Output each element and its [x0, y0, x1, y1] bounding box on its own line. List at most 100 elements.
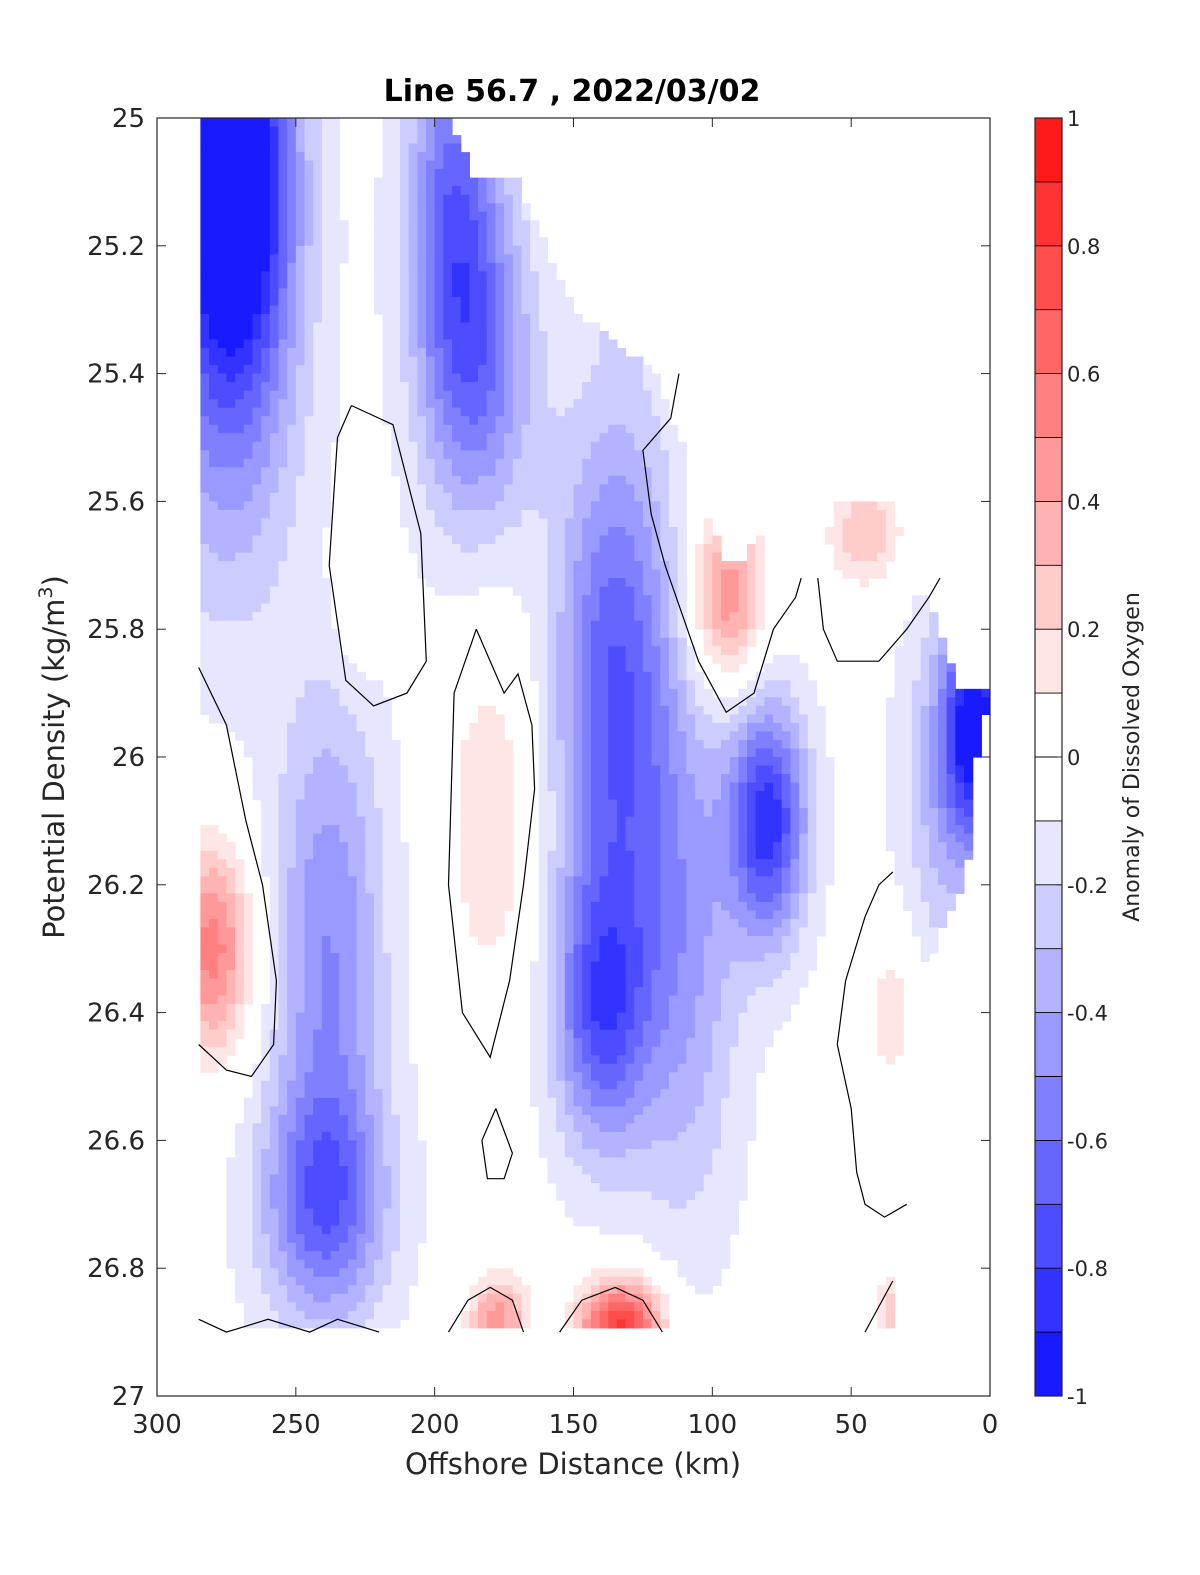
field-cell [217, 910, 228, 920]
field-cell [486, 484, 497, 494]
field-cell [937, 850, 948, 860]
field-cell [486, 262, 497, 272]
field-cell [304, 441, 314, 451]
field-cell [582, 901, 592, 911]
field-cell [807, 825, 818, 835]
field-cell [261, 867, 271, 877]
field-cell [521, 578, 531, 588]
field-cell [278, 842, 288, 852]
field-cell [304, 262, 314, 272]
field-cell [460, 739, 470, 750]
field-cell [530, 646, 540, 656]
field-cell [642, 705, 653, 715]
field-cell [495, 194, 505, 204]
field-cell [209, 501, 219, 511]
field-cell [642, 739, 653, 750]
field-cell [590, 526, 601, 537]
field-cell [703, 876, 713, 886]
field-cell [313, 501, 323, 511]
field-cell [694, 884, 705, 894]
field-cell [313, 237, 323, 247]
field-cell [235, 944, 245, 954]
field-cell [209, 135, 219, 145]
field-cell [235, 407, 245, 417]
field-cell [269, 561, 280, 571]
field-cell [799, 739, 809, 750]
field-cell [929, 910, 939, 920]
field-cell [391, 739, 401, 750]
field-cell [712, 705, 722, 715]
field-cell [269, 774, 280, 784]
field-cell [347, 859, 358, 869]
field-cell [452, 569, 462, 579]
field-cell [521, 569, 531, 579]
field-cell [382, 893, 392, 903]
field-cell [200, 595, 210, 605]
field-cell [547, 748, 557, 758]
field-cell [373, 850, 384, 860]
field-cell [295, 382, 306, 392]
field-cell [703, 884, 713, 894]
field-cell [287, 518, 297, 528]
field-cell [252, 526, 262, 537]
field-cell [642, 867, 653, 877]
field-cell [321, 373, 332, 383]
field-cell [530, 586, 540, 596]
field-cell [651, 782, 661, 792]
field-cell [478, 927, 488, 937]
field-cell [261, 671, 271, 681]
field-cell [321, 441, 332, 451]
field-cell [556, 348, 566, 358]
field-cell [894, 739, 904, 750]
field-cell [330, 910, 340, 920]
field-cell [686, 816, 696, 826]
field-cell [651, 867, 661, 877]
field-cell [790, 774, 800, 784]
field-cell [911, 927, 922, 937]
field-cell [478, 186, 488, 196]
field-cell [391, 884, 401, 894]
field-cell [269, 765, 280, 775]
field-cell [564, 390, 575, 400]
field-cell [859, 518, 870, 528]
field-cell [911, 697, 922, 707]
field-cell [486, 816, 497, 826]
field-cell [382, 808, 392, 818]
field-cell [538, 416, 549, 426]
field-cell [373, 867, 384, 877]
field-cell [738, 561, 748, 571]
field-cell [608, 441, 618, 451]
field-cell [642, 365, 653, 375]
field-cell [321, 620, 332, 630]
field-cell [217, 313, 228, 324]
field-cell [642, 544, 653, 554]
field-cell [304, 433, 314, 443]
field-cell [694, 552, 705, 562]
field-cell [504, 348, 514, 358]
field-cell [417, 211, 427, 221]
field-cell [773, 927, 783, 937]
field-cell [642, 637, 653, 647]
field-cell [391, 910, 401, 920]
field-cell [625, 705, 635, 715]
field-cell [885, 544, 896, 554]
field-cell [651, 918, 661, 928]
field-cell [538, 475, 549, 485]
field-cell [660, 680, 670, 690]
field-cell [564, 492, 575, 502]
field-cell [278, 245, 288, 255]
field-cell [278, 279, 288, 289]
field-cell [452, 262, 462, 272]
field-cell [573, 390, 583, 400]
field-cell [269, 884, 280, 894]
field-cell [851, 544, 861, 554]
field-cell [486, 739, 497, 750]
field-cell [443, 552, 453, 562]
field-cell [599, 816, 609, 826]
field-cell [712, 620, 722, 630]
field-cell [287, 612, 297, 622]
field-cell [590, 816, 601, 826]
field-cell [556, 552, 566, 562]
field-cell [287, 492, 297, 502]
field-cell [200, 637, 210, 647]
